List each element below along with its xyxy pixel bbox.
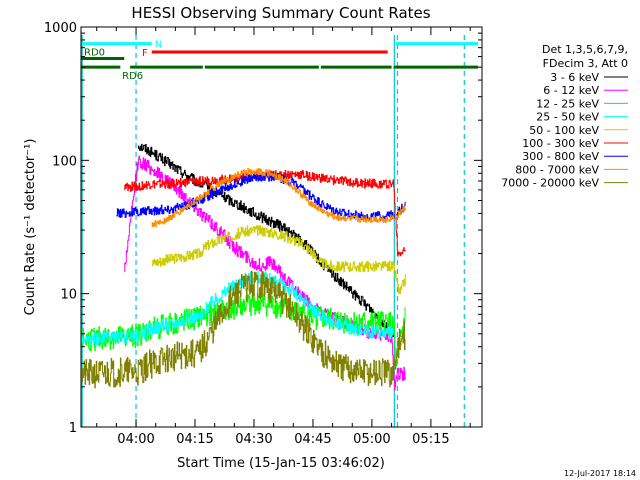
legend-header: FDecim 3, Att 0 <box>543 57 628 70</box>
series-line-7 <box>151 168 406 228</box>
x-axis-label: Start Time (15-Jan-15 03:46:02) <box>177 456 385 471</box>
legend-entry-label: 25 - 50 keV <box>536 111 599 124</box>
legend-entry-label: 7000 - 20000 keV <box>501 177 599 190</box>
x-tick-label: 04:15 <box>176 432 213 447</box>
legend-entry-label: 300 - 800 keV <box>522 150 599 163</box>
series-line-4 <box>151 225 406 294</box>
x-tick-label: 04:45 <box>294 432 331 447</box>
footer-timestamp: 12-Jul-2017 18:14 <box>564 469 636 478</box>
series-line-0 <box>138 143 394 338</box>
y-tick-label: 100 <box>52 154 77 169</box>
legend-entry-label: 50 - 100 keV <box>529 124 599 137</box>
legend-entry-label: 800 - 7000 keV <box>515 163 599 176</box>
x-tick-label: 04:00 <box>117 432 154 447</box>
flag-label: RD6 <box>122 71 143 82</box>
legend-entry-label: 3 - 6 keV <box>550 71 599 84</box>
y-tick-label: 1 <box>69 421 77 436</box>
observing-flags: NF RD0 RD6 <box>81 40 479 82</box>
x-tick-label: 04:30 <box>235 432 272 447</box>
axis-ticks: 04:00 04:15 04:30 04:45 05:00 05:15 1 10 100 1000 <box>44 21 482 447</box>
series-line-8 <box>81 270 406 389</box>
flag-label: RD0 <box>84 48 105 59</box>
legend-entry-label: 100 - 300 keV <box>522 137 599 150</box>
legend-entry-label: 6 - 12 keV <box>543 84 599 97</box>
y-tick-label: 10 <box>60 288 77 303</box>
legend: Det 1,3,5,6,7,9,FDecim 3, Att 03 - 6 keV… <box>501 43 628 190</box>
y-axis-label: Count Rate (s⁻¹ detector⁻¹) <box>23 139 38 316</box>
flag-label: N <box>155 40 162 51</box>
y-tick-label: 1000 <box>44 21 77 36</box>
series-line-5 <box>124 169 406 257</box>
legend-header: Det 1,3,5,6,7,9, <box>542 43 628 56</box>
plot-frame <box>80 26 483 428</box>
x-tick-label: 05:15 <box>412 432 449 447</box>
flag-label: F <box>142 48 148 59</box>
x-tick-label: 05:00 <box>353 432 390 447</box>
chart-title: HESSI Observing Summary Count Rates <box>131 4 430 22</box>
reference-lines <box>81 35 465 427</box>
legend-entry-label: 12 - 25 keV <box>536 97 599 110</box>
series-lines <box>81 143 406 391</box>
